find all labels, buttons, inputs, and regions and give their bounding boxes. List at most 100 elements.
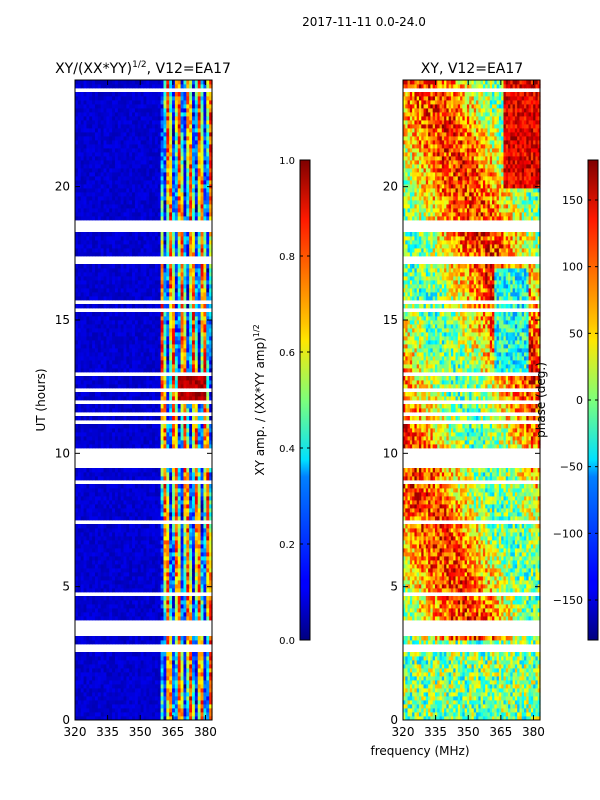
amplitude-heatmap-cell bbox=[206, 704, 210, 709]
amplitude-heatmap-cell bbox=[97, 604, 102, 609]
amplitude-heatmap-cell bbox=[129, 668, 133, 673]
amplitude-heatmap-cell bbox=[77, 476, 82, 481]
amplitude-heatmap-cell bbox=[129, 704, 133, 709]
amplitude-heatmap-cell bbox=[112, 572, 116, 577]
amplitude-heatmap-cell bbox=[103, 336, 107, 341]
amplitude-heatmap-cell bbox=[149, 244, 153, 249]
amplitude-heatmap-cell bbox=[134, 612, 139, 617]
amplitude-heatmap-cell bbox=[75, 636, 79, 641]
amplitude-heatmap-cell bbox=[154, 532, 159, 537]
amplitude-heatmap-cell bbox=[120, 404, 125, 409]
amplitude-heatmap-cell bbox=[92, 616, 96, 621]
amplitude-heatmap-cell bbox=[97, 444, 102, 449]
amplitude-heatmap-cell bbox=[123, 424, 127, 429]
amplitude-heatmap-cell bbox=[129, 608, 133, 613]
amplitude-heatmap-cell bbox=[183, 500, 187, 505]
amplitude-heatmap-cell bbox=[169, 672, 173, 677]
amplitude-heatmap-cell bbox=[177, 692, 182, 697]
amplitude-heatmap-cell bbox=[106, 304, 110, 309]
amplitude-heatmap-cell bbox=[129, 240, 133, 245]
amplitude-heatmap-cell bbox=[189, 240, 193, 245]
amplitude-heatmap-cell bbox=[97, 376, 102, 381]
amplitude-heatmap-cell bbox=[129, 472, 133, 477]
amplitude-heatmap-cell bbox=[192, 236, 196, 241]
amplitude-heatmap-cell bbox=[112, 244, 116, 249]
amplitude-heatmap-cell bbox=[180, 340, 185, 345]
amplitude-heatmap-cell bbox=[112, 348, 116, 353]
amplitude-heatmap-cell bbox=[92, 360, 96, 365]
amplitude-heatmap-cell bbox=[172, 712, 176, 717]
amplitude-heatmap-cell bbox=[112, 636, 116, 641]
amplitude-heatmap-cell bbox=[206, 656, 210, 661]
amplitude-heatmap-cell bbox=[192, 328, 196, 333]
amplitude-heatmap-cell bbox=[149, 584, 153, 589]
amplitude-heatmap-cell bbox=[109, 696, 113, 701]
amplitude-heatmap-cell bbox=[126, 492, 130, 497]
amplitude-heatmap-cell bbox=[203, 476, 207, 481]
amplitude-heatmap-cell bbox=[169, 352, 173, 357]
amplitude-heatmap-cell bbox=[123, 276, 127, 281]
amplitude-heatmap-cell bbox=[112, 336, 116, 341]
amplitude-heatmap-cell bbox=[192, 508, 196, 513]
amplitude-heatmap-cell bbox=[157, 656, 162, 661]
amplitude-heatmap-cell bbox=[120, 320, 125, 325]
amplitude-heatmap-cell bbox=[192, 604, 196, 609]
amplitude-heatmap-cell bbox=[77, 496, 82, 501]
amplitude-heatmap-cell bbox=[117, 472, 122, 477]
amplitude-heatmap-cell bbox=[206, 716, 210, 721]
amplitude-heatmap-cell bbox=[120, 332, 125, 337]
amplitude-heatmap-cell bbox=[103, 472, 107, 477]
amplitude-heatmap-cell bbox=[106, 528, 110, 533]
amplitude-heatmap-cell bbox=[77, 244, 82, 249]
amplitude-heatmap-cell bbox=[120, 264, 125, 269]
amplitude-heatmap-cell bbox=[112, 544, 116, 549]
amplitude-heatmap-cell bbox=[75, 660, 79, 665]
amplitude-heatmap-cell bbox=[134, 344, 139, 349]
amplitude-heatmap-cell bbox=[80, 284, 85, 289]
amplitude-heatmap-cell bbox=[172, 556, 176, 561]
amplitude-heatmap-cell bbox=[149, 360, 153, 365]
amplitude-heatmap-cell bbox=[183, 596, 187, 601]
amplitude-heatmap-cell bbox=[157, 296, 162, 301]
amplitude-heatmap-cell bbox=[189, 688, 193, 693]
amplitude-heatmap-cell bbox=[169, 704, 173, 709]
amplitude-heatmap-cell bbox=[117, 316, 122, 321]
amplitude-heatmap-cell bbox=[149, 292, 153, 297]
amplitude-heatmap-cell bbox=[75, 288, 79, 293]
amplitude-heatmap-cell bbox=[209, 512, 213, 517]
amplitude-heatmap-cell bbox=[123, 608, 127, 613]
amplitude-heatmap-cell bbox=[80, 604, 85, 609]
amplitude-heatmap-cell bbox=[109, 436, 113, 441]
amplitude-heatmap-cell bbox=[109, 604, 113, 609]
amplitude-heatmap-cell bbox=[157, 272, 162, 277]
amplitude-heatmap-cell bbox=[123, 408, 127, 413]
amplitude-heatmap-cell bbox=[120, 304, 125, 309]
amplitude-heatmap-cell bbox=[180, 436, 185, 441]
amplitude-heatmap-cell bbox=[154, 672, 159, 677]
amplitude-heatmap-cell bbox=[163, 552, 167, 557]
amplitude-heatmap-cell bbox=[157, 200, 162, 205]
amplitude-heatmap-cell bbox=[160, 516, 165, 521]
amplitude-heatmap-cell bbox=[77, 304, 82, 309]
amplitude-heatmap-cell bbox=[154, 636, 159, 641]
amplitude-heatmap-cell bbox=[140, 640, 145, 645]
amplitude-heatmap-cell bbox=[143, 496, 147, 501]
amplitude-heatmap-cell bbox=[134, 212, 139, 217]
amplitude-heatmap-cell bbox=[92, 332, 96, 337]
amplitude-heatmap-cell bbox=[94, 380, 99, 385]
amplitude-heatmap-cell bbox=[154, 544, 159, 549]
amplitude-heatmap-cell bbox=[149, 348, 153, 353]
amplitude-heatmap-cell bbox=[89, 688, 93, 693]
amplitude-heatmap-cell bbox=[163, 380, 167, 385]
amplitude-heatmap-cell bbox=[157, 516, 162, 521]
amplitude-heatmap-cell bbox=[94, 200, 99, 205]
amplitude-heatmap-cell bbox=[103, 528, 107, 533]
amplitude-heatmap-cell bbox=[100, 404, 105, 409]
amplitude-heatmap-cell bbox=[157, 508, 162, 513]
amplitude-heatmap-cell bbox=[140, 268, 145, 273]
amplitude-heatmap-cell bbox=[177, 332, 182, 337]
amplitude-heatmap-cell bbox=[209, 488, 213, 493]
amplitude-heatmap-cell bbox=[100, 216, 105, 221]
amplitude-heatmap-cell bbox=[109, 692, 113, 697]
amplitude-heatmap-cell bbox=[129, 564, 133, 569]
